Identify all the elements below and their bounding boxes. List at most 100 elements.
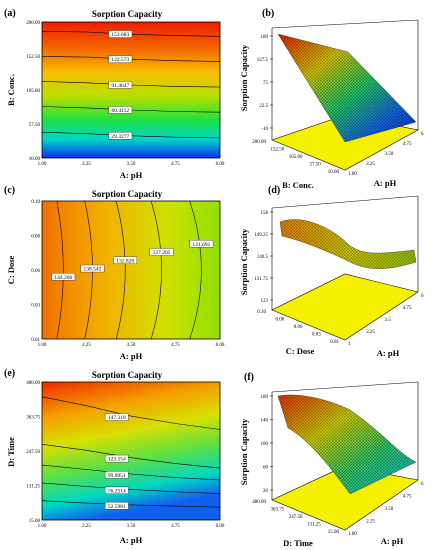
x-tick-label: 3.50 [127,524,136,529]
contour-label-box [104,454,129,463]
floor-tick-label: 1.00 [348,532,357,537]
panel-d-xlabel: A: pH [377,348,400,358]
panel-f-ylabel: D: Time [283,538,313,548]
z-tick-label: -10 [261,127,268,132]
contour-label-box [113,256,138,264]
y-tick-label: 0.06 [31,269,40,274]
panel-c-ylabel: C: Dose [6,255,16,284]
x-tick-label: 2.25 [82,162,91,167]
z-tick-label: 127.5 [257,58,269,63]
z-tick-label: 60 [263,465,269,470]
floor-tick-label: 480.00 [252,500,266,505]
y-tick-label: 0.08 [31,234,40,239]
floor-tick-label: 152.50 [271,148,285,153]
y-tick-label: 105.00 [26,89,40,94]
panel-a-ticks: 1.00 2.25 3.50 4.75 6.00 10.00 57.50 105.00 152.… [26,21,225,167]
z-tick-label: 158 [261,211,269,216]
floor-tick-label: 1.00 [348,172,357,177]
floor-tick-label: 0.10 [257,310,266,315]
contour-label-box [108,132,133,140]
z-tick-label: 100 [261,442,269,447]
floor-tick-label: 4.75 [403,306,412,311]
contour-label-box [51,273,76,281]
panel-d-floor [271,273,419,341]
floor-tick-label: 247.50 [289,515,303,520]
panel-c-contours: 144.266 138.542 132.828 127.205 121.691 [51,200,214,340]
x-tick-label: 6.00 [216,343,225,348]
contour-label-box [80,264,105,273]
contour-label: 138.542 [84,267,102,273]
contour-line [41,500,221,508]
contour-label: 91.4647 [111,83,129,89]
panel-e-title: Sorption Capacity [92,370,163,380]
y-tick-label: 0.01 [31,338,40,343]
panel-a: (a) Sorption Capacity 153.683 122.573 91.4… [4,8,225,180]
contour-line [41,396,221,430]
panel-f: (f) Sorption Capacity 20 60 100 140 180 480.… [239,372,424,548]
panel-a-ylabel: B: Conc. [6,74,16,106]
contour-label-box [108,55,133,63]
panel-e: (e) Sorption Capacity 147.318 123.554 99.9… [4,368,225,545]
contour-label: 60.4112 [111,108,129,114]
z-tick-label: 180 [261,395,269,400]
z-tick-label: 75 [263,81,269,86]
z-tick-label: 180 [261,35,269,40]
floor-tick-label: 0.03 [312,333,321,338]
panel-b: (b) Sorption Capacity -1022.575127.5180 … [239,8,424,190]
contour-line [41,464,221,481]
contour-label: 153.683 [111,32,129,38]
floor-tick-label: 4.75 [403,142,412,147]
panel-c: (c) Sorption Capacity 144.266 138.542 132.… [4,185,225,361]
contour-label: 121.691 [192,242,210,248]
y-tick-label: 152.50 [26,55,40,60]
panel-a-contours: 153.683 122.573 91.4647 60.4112 29.3277 [41,30,221,140]
floor-tick-label: 4.75 [403,495,412,500]
floor-tick-label: 200.00 [252,140,266,145]
panel-c-title: Sorption Capacity [92,189,163,199]
contour-label-box [104,471,129,479]
panel-label-d: (d) [268,185,280,196]
y-tick-label: 0.10 [31,200,40,205]
floor-tick-label: 0.01 [330,340,339,345]
panel-d-ylabel: C: Dose [286,346,315,356]
panel-d-zlabel: Sorption Capacity [239,228,249,295]
y-tick-label: 247.50 [26,450,40,455]
contour-line [56,200,64,340]
x-tick-label: 1.00 [38,162,47,167]
z-tick-label: 22.5 [259,104,268,109]
panel-label-f: (f) [244,372,254,383]
z-tick-label: 131.75 [254,277,268,282]
panel-f-surface-mesh [278,394,416,494]
x-tick-label: 6.00 [216,524,225,529]
panel-c-ticks: 1.00 2.25 3.50 4.75 6.00 0.01 0.03 0.06 0.08 0.10 [31,200,225,348]
x-tick-label: 3.50 [127,343,136,348]
floor-tick-label: 3.50 [385,507,394,512]
panel-f-zlabel: Sorption Capacity [239,418,249,485]
panel-label-c: (c) [4,185,15,196]
panel-b-surface-mesh [278,34,416,142]
z-tick-label: 20 [263,489,269,494]
floor-tick-label: 6 [421,132,424,137]
z-tick-label: 140 [261,418,269,423]
panel-d: (d) Sorption Capacity 123 131.75 140.5 149.… [239,185,424,358]
y-tick-label: 131.25 [26,484,40,489]
floor-tick-label: 105.00 [289,155,303,160]
panel-label-b: (b) [262,8,274,19]
floor-tick-label: 0.08 [276,318,285,323]
contour-line [115,200,126,340]
contour-line [41,482,221,494]
contour-label-box [189,240,214,248]
contour-label-box [104,413,129,421]
contour-label: 52.5981 [108,504,126,510]
contour-label-box [104,486,129,494]
contour-label: 99.9051 [108,473,126,479]
x-tick-label: 1.00 [38,343,47,348]
y-tick-label: 363.75 [26,415,40,420]
y-tick-label: 10.00 [29,157,41,162]
z-tick-label: 149.25 [254,233,268,238]
panel-f-floor-ticks: 480.00 363.75 247.50 131.25 15.00 1.00 2.25 3.5… [252,482,424,537]
y-tick-label: 57.50 [29,123,41,128]
floor-tick-label: 363.75 [271,508,285,513]
x-tick-label: 4.75 [171,343,180,348]
